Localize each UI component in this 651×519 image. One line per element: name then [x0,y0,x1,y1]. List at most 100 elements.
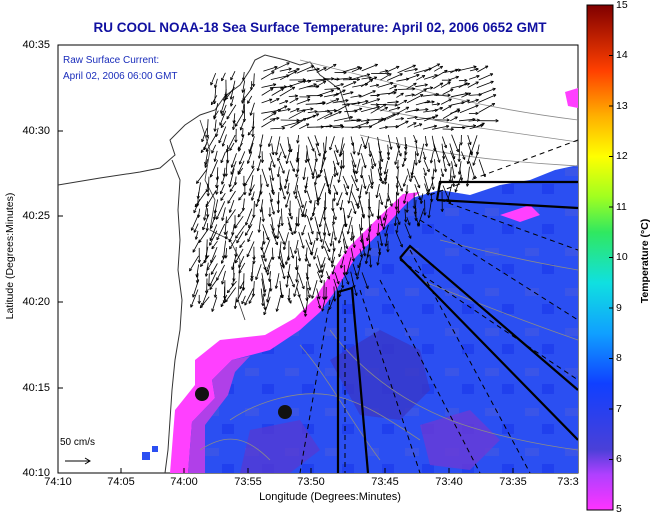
current-vector [216,264,225,281]
current-vector [440,168,444,177]
current-vector-head [214,101,217,104]
current-vector [387,183,389,202]
current-vector [324,246,331,261]
current-vector-head [221,113,225,116]
current-vector-head [253,261,256,264]
current-vector [317,255,323,273]
current-vector [304,182,308,194]
current-vector [342,91,354,96]
current-vector-head [205,149,209,152]
current-vector-head [293,191,297,195]
current-vector-head [368,76,372,78]
current-vector-head [329,147,333,151]
current-vector [447,184,453,202]
current-vector-head [209,243,213,246]
current-vector-head [239,286,243,290]
current-vector-head [424,83,428,85]
current-vector-head [227,201,231,204]
current-vector-head [380,159,383,163]
current-vector [248,184,255,196]
current-vector-head [271,88,274,92]
current-vector [237,160,245,174]
current-vector [461,92,471,98]
current-vector [442,105,452,112]
current-vector [323,168,329,188]
current-vector-head [321,269,323,273]
current-vector-head [340,207,343,211]
current-vector-head [268,144,272,147]
current-vector [279,70,297,81]
current-vector [370,103,387,114]
current-vector [305,103,326,105]
current-vector-head [255,204,259,207]
current-vector [211,296,218,312]
current-vector [279,182,286,200]
current-vector-head [332,271,335,275]
current-vector-head [276,116,280,119]
current-vector [296,99,311,105]
current-vector-head [260,191,263,195]
current-vector-head [193,230,197,233]
current-vector-head [198,240,202,243]
current-vector-head [242,89,245,93]
current-vector [405,108,419,113]
current-vector-head [376,105,380,107]
current-vector [442,158,447,172]
current-vector [247,126,255,136]
current-vector-head [245,222,249,226]
current-vector [424,63,440,73]
current-vector [334,103,351,113]
current-vector [220,192,226,201]
current-vector [241,295,246,305]
current-vector-head [394,103,398,106]
current-vector [361,175,366,189]
current-vector-head [466,183,470,187]
current-vector [350,190,359,207]
current-vector [266,287,271,303]
current-vector-head [276,308,279,312]
current-vector [357,256,363,268]
current-vector [360,119,370,122]
current-vector [275,273,280,289]
current-vector-head [241,100,245,104]
current-vector [338,224,345,244]
current-vector-head [347,231,350,235]
current-vector [377,113,396,122]
current-vector [221,254,226,264]
current-vector-head [345,223,347,227]
current-vector-head [219,123,223,126]
current-vector-head [294,231,297,234]
current-vector [385,233,389,247]
current-vector-head [366,238,370,242]
current-vector [229,168,235,188]
current-vector [224,216,227,235]
current-vector [352,263,358,276]
current-vector-head [372,165,375,170]
current-vector-head [334,248,336,252]
current-vector [247,95,253,104]
current-vector [278,160,285,174]
current-vector [221,207,226,221]
current-vector [189,255,200,272]
current-vector [262,295,266,310]
current-vector-head [284,196,286,200]
current-vector-head [495,119,499,122]
current-vector-head [476,81,479,85]
current-vector [289,97,299,104]
current-vector [340,199,344,211]
current-vector-head [430,160,434,164]
current-vector [361,77,372,80]
current-vector [467,81,479,88]
current-vector-head [301,214,305,218]
current-vector [223,167,226,177]
current-vector [214,287,217,298]
current-vector [196,273,199,284]
current-vector [407,122,417,128]
current-vector [333,89,346,97]
current-vector-head [432,176,435,180]
current-vector [423,125,437,130]
current-vector [216,184,219,195]
current-vector-head [353,151,356,155]
current-vector [325,124,344,128]
current-vector-head [202,227,206,231]
